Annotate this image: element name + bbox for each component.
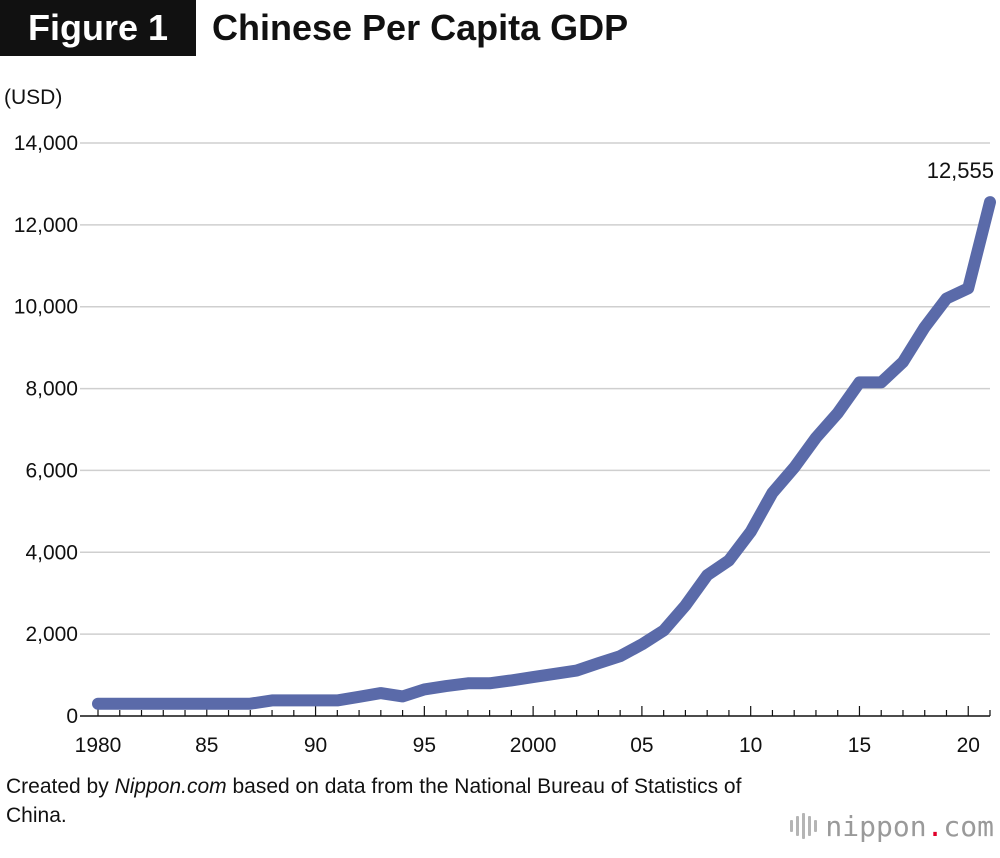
- figure-badge: Figure 1: [0, 0, 196, 56]
- y-tick-label: 4,000: [25, 541, 78, 564]
- x-tick-label: 95: [413, 734, 436, 757]
- y-tick-label: 0: [66, 705, 78, 728]
- brand-suffix: com: [943, 809, 994, 843]
- axes: [80, 706, 991, 717]
- y-tick-label: 12,000: [14, 214, 78, 237]
- series-layer: [92, 196, 996, 710]
- sound-wave-bars-icon: [790, 813, 818, 839]
- x-tick-label: 15: [848, 734, 871, 757]
- x-tick-label: 05: [630, 734, 653, 757]
- x-tick-label: 1980: [75, 734, 122, 757]
- y-tick-label: 8,000: [25, 378, 78, 401]
- x-tick-label: 10: [739, 734, 762, 757]
- source-suffix: based on data from the National Bureau o…: [6, 775, 742, 827]
- x-tick-label: 90: [304, 734, 327, 757]
- y-axis-unit-label: (USD): [4, 86, 63, 109]
- chart-title: Chinese Per Capita GDP: [212, 7, 629, 48]
- nippon-logo: nippon.com: [790, 806, 994, 846]
- source-prefix: Created by: [6, 775, 115, 798]
- y-tick-label: 6,000: [25, 459, 78, 482]
- line-chart: 0 2,000 4,000 6,000 8,000 10,000 12,000 14,000 1…: [14, 132, 996, 757]
- gridlines: [80, 142, 990, 635]
- labels: 0 2,000 4,000 6,000 8,000 10,000 12,000 14,000 1…: [14, 132, 994, 757]
- y-tick-label: 2,000: [25, 623, 78, 646]
- data-label-last-value: 12,555: [927, 158, 994, 183]
- x-tick-label: 85: [195, 734, 218, 757]
- source-note: Created by Nippon.com based on data from…: [6, 772, 766, 830]
- y-tick-label: 10,000: [14, 296, 78, 319]
- brand-dot: .: [926, 809, 944, 843]
- x-tick-label: 2000: [510, 734, 557, 757]
- series-line: [92, 196, 996, 710]
- source-site-name: Nippon.com: [114, 775, 227, 798]
- x-tick-label: 20: [957, 734, 980, 757]
- brand-name: nippon: [825, 809, 927, 843]
- y-tick-label: 14,000: [14, 132, 78, 155]
- brand-wordmark: nippon.com: [825, 810, 994, 843]
